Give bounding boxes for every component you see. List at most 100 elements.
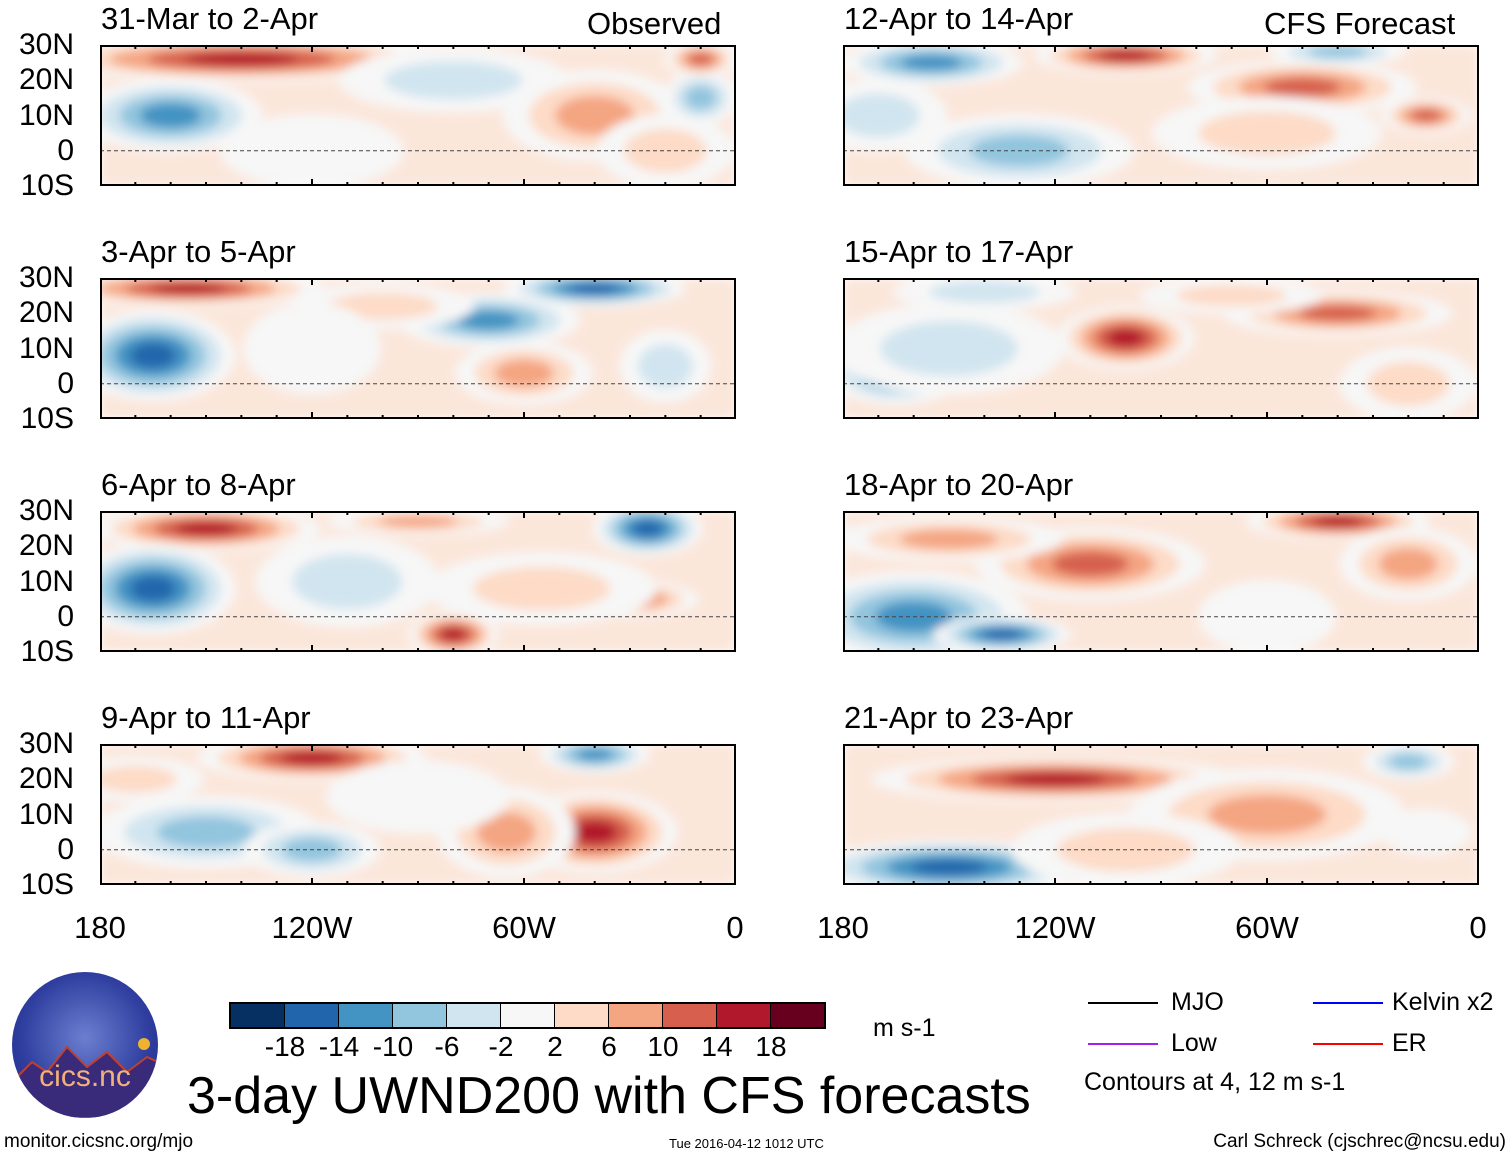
anomaly-field xyxy=(100,765,177,793)
lat-tick-label: 20N xyxy=(18,296,74,330)
map-panel xyxy=(100,45,736,186)
anomaly-field xyxy=(983,629,1021,640)
contour-note: Contours at 4, 12 m s-1 xyxy=(1084,1068,1346,1096)
lat-tick-label: 10N xyxy=(18,331,74,365)
anomaly-field xyxy=(929,281,1040,304)
anomaly-field xyxy=(1004,773,1106,786)
map-panel xyxy=(843,278,1479,419)
colorbar-label: 18 xyxy=(755,1031,787,1062)
lon-tick-label: 60W xyxy=(1235,910,1299,945)
anomaly-field xyxy=(378,515,458,528)
anomaly-field xyxy=(632,521,663,537)
lon-tick-label: 120W xyxy=(271,910,353,945)
colorbar-label: -10 xyxy=(372,1031,414,1062)
legend-label-er: ER xyxy=(1392,1029,1427,1057)
colorbar-label: 14 xyxy=(701,1031,733,1062)
anomaly-field xyxy=(911,859,987,875)
anomaly-field xyxy=(555,95,635,136)
lon-tick-label: 180 xyxy=(817,910,869,945)
legend-line-kelvin xyxy=(1313,1002,1383,1004)
anomaly-field xyxy=(1312,516,1363,527)
panel-title: 6-Apr to 8-Apr xyxy=(101,467,296,502)
lat-tick-label: 10S xyxy=(20,402,74,435)
anomaly-field xyxy=(150,283,226,294)
anomaly-field xyxy=(572,820,618,844)
colorbar-swatch xyxy=(339,1004,393,1027)
anomaly-field xyxy=(843,93,920,138)
legend-label-kelvin: Kelvin x2 xyxy=(1392,988,1494,1016)
anomaly-field xyxy=(688,52,713,66)
lat-tick-label: 0 xyxy=(57,133,74,167)
legend-label-low: Low xyxy=(1171,1029,1217,1057)
panel-title: 12-Apr to 14-Apr xyxy=(844,1,1074,36)
anomaly-field xyxy=(1198,111,1336,156)
footer-author: Carl Schreck (cjschrec@ncsu.edu) xyxy=(1213,1131,1506,1152)
lat-tick-label: 10S xyxy=(20,635,74,668)
lat-tick-label: 0 xyxy=(57,832,74,866)
colorbar-label: 6 xyxy=(601,1031,617,1062)
lat-tick-label: 30N xyxy=(18,28,74,61)
logo-text: cics.nc xyxy=(39,1060,131,1093)
panel-title: 9-Apr to 11-Apr xyxy=(101,700,311,735)
colorbar-label: -18 xyxy=(264,1031,306,1062)
footer-url[interactable]: monitor.cicsnc.org/mjo xyxy=(4,1131,194,1152)
colorbar-swatch xyxy=(447,1004,501,1027)
anomaly-field xyxy=(1176,284,1287,307)
anomaly-field xyxy=(623,128,707,173)
legend-line-low xyxy=(1088,1043,1158,1045)
cfs-forecast-label: CFS Forecast xyxy=(1264,6,1456,41)
map-panel xyxy=(843,45,1479,186)
colorbar-swatch xyxy=(393,1004,447,1027)
anomaly-field xyxy=(292,554,403,609)
anomaly-field xyxy=(130,343,176,369)
colorbar-swatch xyxy=(609,1004,663,1027)
panel-title: 31-Mar to 2-Apr xyxy=(101,1,319,36)
map-panel xyxy=(100,744,736,885)
anomaly-field xyxy=(1207,794,1327,835)
anomaly-field xyxy=(576,748,614,761)
panel-title: 18-Apr to 20-Apr xyxy=(844,467,1074,502)
lon-tick-label: 120W xyxy=(1014,910,1096,945)
anomaly-field xyxy=(899,529,999,550)
anomaly-field xyxy=(140,103,202,128)
anomaly-field xyxy=(1299,305,1376,321)
lat-tick-label: 30N xyxy=(18,727,74,760)
anomaly-field xyxy=(1366,361,1450,406)
anomaly-field xyxy=(440,628,466,641)
lat-tick-label: 10S xyxy=(20,868,74,901)
anomaly-field xyxy=(1198,580,1336,652)
colorbar-label: 2 xyxy=(547,1031,563,1062)
colorbar-label: -2 xyxy=(488,1031,514,1062)
colorbar-swatch xyxy=(771,1004,824,1027)
anomaly-field xyxy=(569,283,620,294)
colorbar-label: -14 xyxy=(318,1031,360,1062)
anomaly-field xyxy=(184,52,298,66)
colorbar xyxy=(229,1002,826,1029)
map-panel xyxy=(843,511,1479,652)
anomaly-field xyxy=(130,576,176,602)
colorbar-swatch xyxy=(555,1004,609,1027)
anomaly-field xyxy=(384,61,523,100)
anomaly-field xyxy=(1308,46,1368,58)
anomaly-field xyxy=(494,359,554,387)
legend-line-er xyxy=(1313,1043,1383,1045)
anomaly-field xyxy=(1052,551,1129,577)
lon-tick-label: 60W xyxy=(492,910,556,945)
panel-title: 3-Apr to 5-Apr xyxy=(101,234,296,269)
anomaly-field xyxy=(880,321,1018,376)
anomaly-field xyxy=(220,114,404,186)
lat-tick-label: 10N xyxy=(18,564,74,598)
lat-tick-label: 10S xyxy=(20,169,74,202)
colorbar-swatch xyxy=(231,1004,285,1027)
anomaly-field xyxy=(1378,548,1438,580)
anomaly-field xyxy=(1100,50,1151,61)
anomaly-field xyxy=(1264,78,1341,97)
panel-title: 15-Apr to 17-Apr xyxy=(844,234,1074,269)
anomaly-field xyxy=(458,311,520,330)
panel-title: 21-Apr to 23-Apr xyxy=(844,700,1074,735)
lat-tick-label: 20N xyxy=(18,762,74,796)
lat-tick-label: 30N xyxy=(18,261,74,294)
lon-tick-label: 0 xyxy=(726,910,744,945)
anomaly-field xyxy=(1380,809,1472,856)
